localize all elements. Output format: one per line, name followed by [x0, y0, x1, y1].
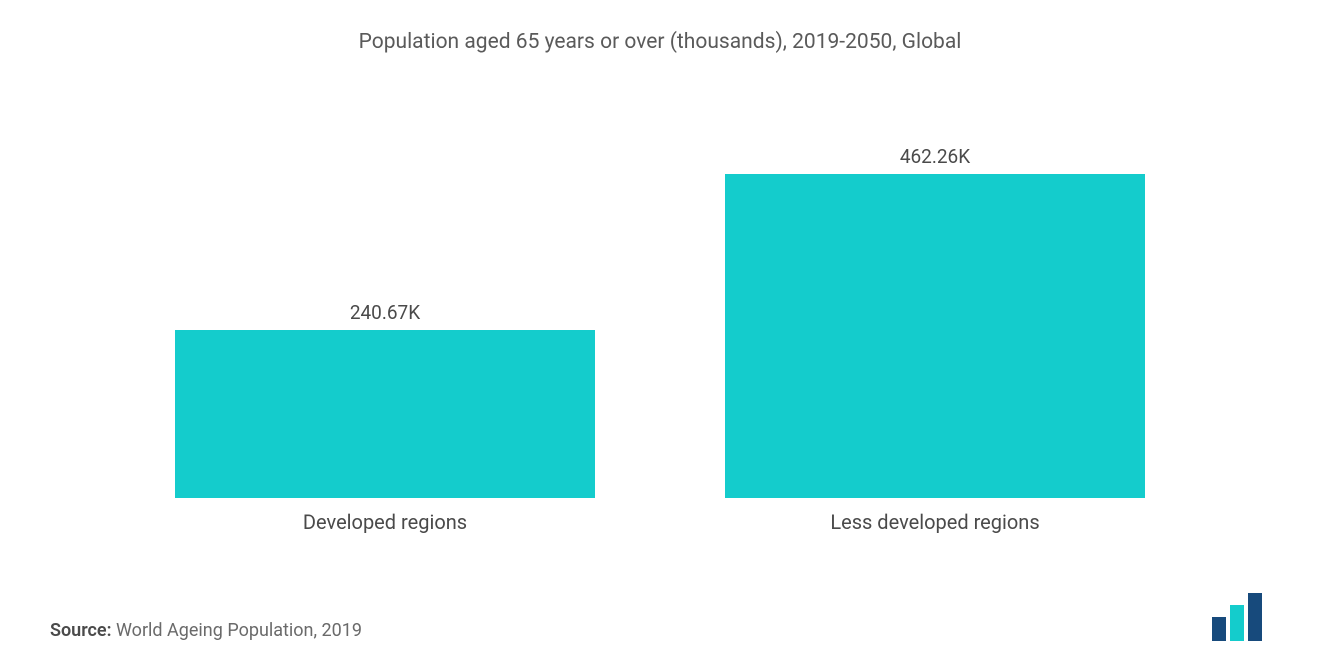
chart-title: Population aged 65 years or over (thousa… — [50, 30, 1270, 54]
chart-footer: Source: World Ageing Population, 2019 — [50, 591, 1270, 641]
logo-bar-2 — [1248, 593, 1262, 641]
brand-logo-icon — [1210, 591, 1270, 641]
bar-group-1: 462.26K Less developed regions — [725, 145, 1145, 534]
category-label-0: Developed regions — [303, 510, 467, 534]
plot-area: 240.67K Developed regions 462.26K Less d… — [50, 74, 1270, 534]
logo-bars — [1212, 593, 1262, 641]
bar-value-label-1: 462.26K — [900, 145, 970, 168]
source-text: World Ageing Population, 2019 — [116, 620, 362, 641]
logo-bar-1 — [1230, 605, 1244, 641]
bar-0 — [175, 330, 595, 498]
source-citation: Source: World Ageing Population, 2019 — [50, 620, 362, 641]
bar-1 — [725, 174, 1145, 498]
category-label-1: Less developed regions — [830, 510, 1039, 534]
bar-value-label-0: 240.67K — [350, 301, 420, 324]
chart-container: Population aged 65 years or over (thousa… — [0, 0, 1320, 665]
bar-group-0: 240.67K Developed regions — [175, 301, 595, 534]
logo-bar-0 — [1212, 617, 1226, 641]
source-label: Source: — [50, 620, 112, 641]
